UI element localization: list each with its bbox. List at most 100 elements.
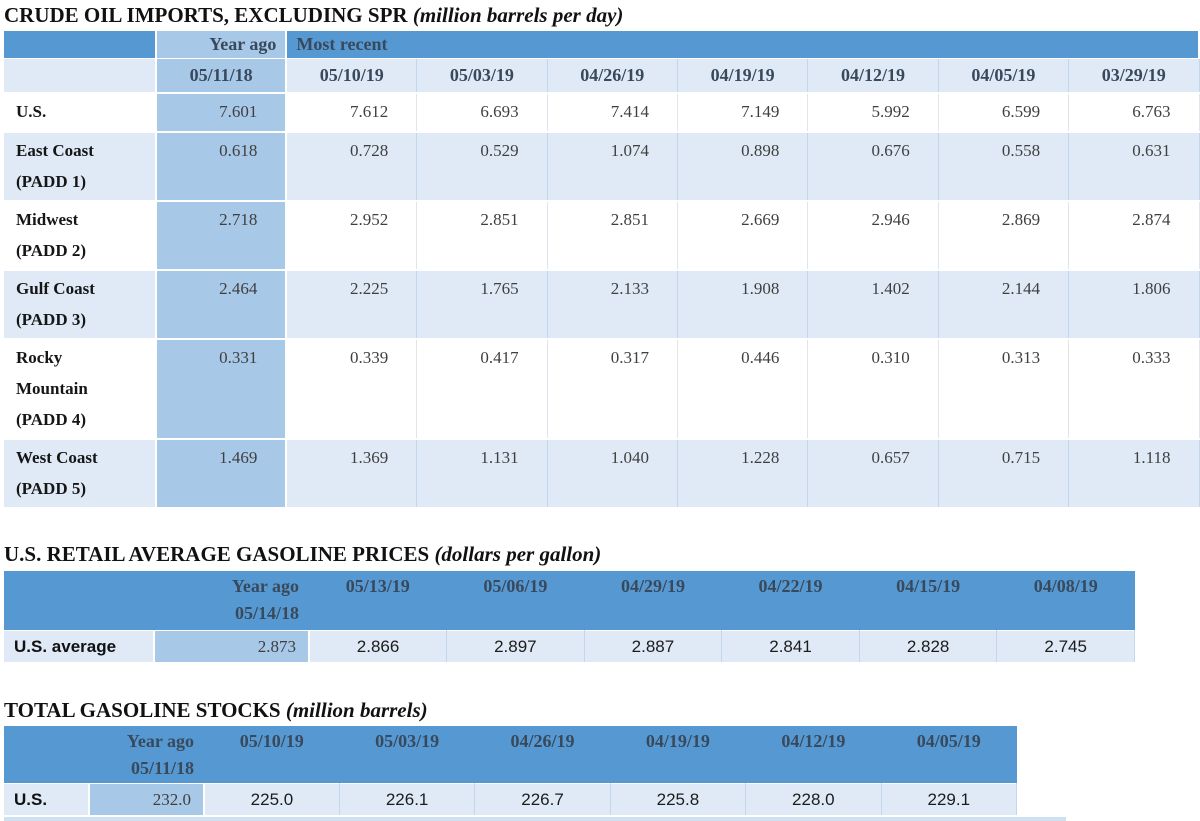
table-row-rocky-mountain: Rocky Mountain (PADD 4) 0.331 0.339 0.41… xyxy=(4,339,1200,440)
row-label: U.S. average xyxy=(4,630,155,662)
crude-oil-imports-table: Year ago Most recent 05/11/18 05/10/19 0… xyxy=(4,31,1200,509)
gasoline-prices-title: U.S. RETAIL AVERAGE GASOLINE PRICES (dol… xyxy=(4,541,1200,567)
value-cell: 7.149 xyxy=(677,93,809,133)
title-text: TOTAL GASOLINE STOCKS xyxy=(4,698,281,722)
corner-cell xyxy=(4,31,157,59)
value-cell: 1.806 xyxy=(1068,270,1200,340)
row-label: Midwest (PADD 2) xyxy=(4,201,157,271)
date-header: 04/26/19 xyxy=(474,726,611,784)
value-cell: 1.228 xyxy=(677,439,809,509)
row-label: East Coast (PADD 1) xyxy=(4,132,157,202)
value-cell: 229.1 xyxy=(881,783,1018,815)
year-ago-value-cell: 2.718 xyxy=(156,201,288,271)
value-cell: 0.310 xyxy=(807,339,939,440)
value-cell: 2.841 xyxy=(721,630,860,662)
date-header: 04/12/19 xyxy=(745,726,882,784)
date-header: 04/05/19 xyxy=(881,726,1017,784)
value-cell: 1.402 xyxy=(807,270,939,340)
value-cell: 0.728 xyxy=(286,132,418,202)
crude-oil-imports-title: CRUDE OIL IMPORTS, EXCLUDING SPR (millio… xyxy=(4,2,1200,28)
date-header: 04/29/19 xyxy=(584,571,722,631)
value-cell: 2.851 xyxy=(547,201,679,271)
value-cell: 1.131 xyxy=(416,439,548,509)
value-cell: 2.669 xyxy=(677,201,809,271)
value-cell: 7.414 xyxy=(547,93,679,133)
year-ago-label: Year ago xyxy=(231,576,299,596)
value-cell: 226.7 xyxy=(474,783,611,815)
value-cell: 0.313 xyxy=(938,339,1070,440)
value-cell: 0.558 xyxy=(938,132,1070,202)
date-header-row: Year ago 05/11/18 05/10/19 05/03/19 04/2… xyxy=(4,726,1017,784)
value-cell: 2.225 xyxy=(286,270,418,340)
row-label: U.S. xyxy=(4,783,90,815)
value-cell: 0.676 xyxy=(807,132,939,202)
date-header-row: 05/11/18 05/10/19 05/03/19 04/26/19 04/1… xyxy=(4,58,1200,94)
year-ago-value-cell: 7.601 xyxy=(156,93,288,133)
table-row-midwest: Midwest (PADD 2) 2.718 2.952 2.851 2.851… xyxy=(4,201,1200,271)
date-header: 05/13/19 xyxy=(309,571,447,631)
value-cell: 2.874 xyxy=(1068,201,1200,271)
year-ago-label: Year ago xyxy=(126,731,194,751)
year-ago-value-cell: 2.873 xyxy=(154,630,310,662)
date-header: 05/03/19 xyxy=(416,58,548,94)
row-label: U.S. xyxy=(4,93,157,133)
value-cell: 0.339 xyxy=(286,339,418,440)
value-cell: 226.1 xyxy=(339,783,476,815)
table-row-west-coast: West Coast (PADD 5) 1.469 1.369 1.131 1.… xyxy=(4,439,1200,509)
value-cell: 1.074 xyxy=(547,132,679,202)
table-row-us: U.S. 232.0 225.0 226.1 226.7 225.8 228.0… xyxy=(4,783,1018,815)
value-cell: 228.0 xyxy=(745,783,882,815)
value-cell: 0.715 xyxy=(938,439,1070,509)
value-cell: 0.417 xyxy=(416,339,548,440)
date-header: 04/26/19 xyxy=(547,58,679,94)
value-cell: 7.612 xyxy=(286,93,418,133)
date-header-year-ago: 05/11/18 xyxy=(156,58,288,94)
value-cell: 2.828 xyxy=(859,630,998,662)
value-cell: 0.657 xyxy=(807,439,939,509)
value-cell: 2.946 xyxy=(807,201,939,271)
value-cell: 0.529 xyxy=(416,132,548,202)
year-ago-value-cell: 0.618 xyxy=(156,132,288,202)
date-header: 04/15/19 xyxy=(859,571,997,631)
value-cell: 6.599 xyxy=(938,93,1070,133)
value-cell: 2.897 xyxy=(446,630,585,662)
value-cell: 5.992 xyxy=(807,93,939,133)
value-cell: 0.333 xyxy=(1068,339,1200,440)
year-ago-date: 05/11/18 xyxy=(130,758,194,778)
title-text: U.S. RETAIL AVERAGE GASOLINE PRICES xyxy=(4,542,430,566)
year-ago-header: Year ago 05/11/18 xyxy=(89,726,204,784)
value-cell: 2.952 xyxy=(286,201,418,271)
year-ago-header: Year ago 05/14/18 xyxy=(154,571,309,631)
value-cell: 2.745 xyxy=(996,630,1135,662)
group-header-row: Year ago Most recent xyxy=(4,31,1200,59)
value-cell: 0.631 xyxy=(1068,132,1200,202)
value-cell: 2.133 xyxy=(547,270,679,340)
value-cell: 2.869 xyxy=(938,201,1070,271)
value-cell: 0.317 xyxy=(547,339,679,440)
table-row-us: U.S. 7.601 7.612 6.693 7.414 7.149 5.992… xyxy=(4,93,1200,133)
most-recent-group-header: Most recent xyxy=(286,31,1200,59)
date-header: 04/08/19 xyxy=(996,571,1135,631)
value-cell: 2.144 xyxy=(938,270,1070,340)
value-cell: 1.908 xyxy=(677,270,809,340)
title-unit: (dollars per gallon) xyxy=(434,542,602,566)
date-header: 05/06/19 xyxy=(446,571,585,631)
date-header: 05/10/19 xyxy=(286,58,418,94)
date-header: 04/12/19 xyxy=(807,58,939,94)
value-cell: 1.040 xyxy=(547,439,679,509)
date-header: 04/19/19 xyxy=(677,58,809,94)
value-cell: 0.446 xyxy=(677,339,809,440)
date-header: 04/19/19 xyxy=(610,726,746,784)
value-cell: 2.866 xyxy=(309,630,448,662)
value-cell: 225.0 xyxy=(204,783,340,815)
year-ago-value-cell: 0.331 xyxy=(156,339,288,440)
empty-header-cell xyxy=(4,58,157,94)
row-label: Rocky Mountain (PADD 4) xyxy=(4,339,157,440)
date-header: 05/10/19 xyxy=(204,726,340,784)
row-label: West Coast (PADD 5) xyxy=(4,439,157,509)
value-cell: 6.693 xyxy=(416,93,548,133)
year-ago-value-cell: 1.469 xyxy=(156,439,288,509)
partial-next-row xyxy=(4,817,1066,821)
title-unit: (million barrels) xyxy=(285,698,428,722)
